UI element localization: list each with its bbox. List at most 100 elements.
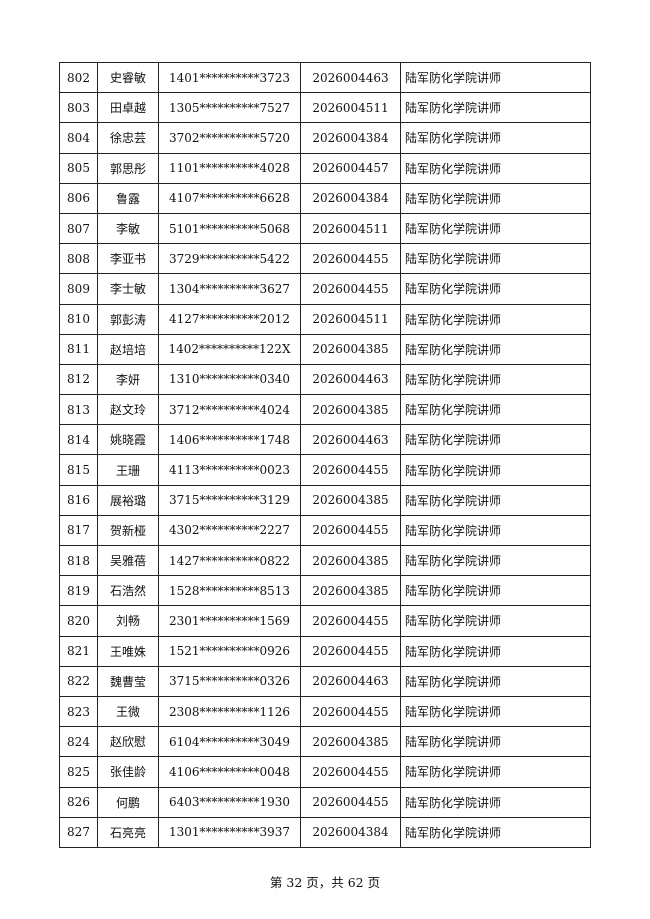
exam-number-cell: 2026004457 [300, 152, 401, 184]
id-number-cell: 4127**********2012 [158, 303, 301, 335]
name-cell: 赵培培 [97, 333, 159, 365]
name-cell: 李士敏 [97, 273, 159, 305]
id-number-cell: 1305**********7527 [158, 92, 301, 124]
id-number-cell: 6403**********1930 [158, 786, 301, 818]
name-cell: 郭思彤 [97, 152, 159, 184]
position-cell: 陆军防化学院讲师 [400, 575, 591, 607]
row-number-cell: 811 [59, 333, 98, 365]
position-cell: 陆军防化学院讲师 [400, 665, 591, 697]
position-cell: 陆军防化学院讲师 [400, 726, 591, 758]
id-number-cell: 4107**********6628 [158, 182, 301, 214]
name-cell: 石亮亮 [97, 816, 159, 848]
row-number-cell: 803 [59, 92, 98, 124]
position-cell: 陆军防化学院讲师 [400, 152, 591, 184]
exam-number-cell: 2026004511 [300, 92, 401, 124]
position-cell: 陆军防化学院讲师 [400, 635, 591, 667]
name-cell: 何鹏 [97, 786, 159, 818]
position-cell: 陆军防化学院讲师 [400, 394, 591, 426]
row-number-cell: 823 [59, 695, 98, 728]
exam-number-cell: 2026004385 [300, 394, 401, 426]
table-row: 827 石亮亮 1301**********3937 2026004384 陆军防化学院… [59, 816, 591, 848]
name-cell: 王唯姝 [97, 635, 159, 667]
page-footer: 第 32 页，共 62 页 [269, 875, 381, 890]
position-cell: 陆军防化学院讲师 [400, 273, 591, 305]
position-cell: 陆军防化学院讲师 [400, 756, 591, 788]
table-row: 820 刘畅 2301**********1569 2026004455 陆军防化学院讲… [59, 605, 591, 637]
position-cell: 陆军防化学院讲师 [400, 454, 591, 486]
exam-number-cell: 2026004455 [300, 243, 401, 275]
row-number-cell: 804 [59, 122, 98, 154]
row-number-cell: 806 [59, 182, 98, 214]
exam-number-cell: 2026004463 [300, 424, 401, 456]
position-cell: 陆军防化学院讲师 [400, 243, 591, 275]
id-number-cell: 5101**********5068 [158, 212, 301, 245]
row-number-cell: 812 [59, 363, 98, 396]
id-number-cell: 1310**********0340 [158, 363, 301, 396]
position-cell: 陆军防化学院讲师 [400, 363, 591, 396]
id-number-cell: 6104**********3049 [158, 726, 301, 758]
exam-number-cell: 2026004455 [300, 273, 401, 305]
name-cell: 鲁露 [97, 182, 159, 214]
exam-number-cell: 2026004385 [300, 575, 401, 607]
row-number-cell: 810 [59, 303, 98, 335]
row-number-cell: 807 [59, 212, 98, 245]
row-number-cell: 813 [59, 394, 98, 426]
exam-number-cell: 2026004384 [300, 182, 401, 214]
name-cell: 姚晓霞 [97, 424, 159, 456]
position-cell: 陆军防化学院讲师 [400, 212, 591, 245]
row-number-cell: 814 [59, 424, 98, 456]
table-row: 809 李士敏 1304**********3627 2026004455 陆军防化学院… [59, 273, 591, 305]
row-number-cell: 817 [59, 514, 98, 547]
name-cell: 刘畅 [97, 605, 159, 637]
table-row: 822 魏曹莹 3715**********0326 2026004463 陆军防化学院… [59, 665, 591, 697]
row-number-cell: 808 [59, 243, 98, 275]
id-number-cell: 1301**********3937 [158, 816, 301, 848]
id-number-cell: 3715**********0326 [158, 665, 301, 697]
exam-number-cell: 2026004463 [300, 363, 401, 396]
name-cell: 徐忠芸 [97, 122, 159, 154]
table-row: 813 赵文玲 3712**********4024 2026004385 陆军防化学院… [59, 394, 591, 426]
exam-number-cell: 2026004463 [300, 665, 401, 697]
name-cell: 田卓越 [97, 92, 159, 124]
exam-number-cell: 2026004511 [300, 303, 401, 335]
name-cell: 石浩然 [97, 575, 159, 607]
position-cell: 陆军防化学院讲师 [400, 695, 591, 728]
id-number-cell: 4113**********0023 [158, 454, 301, 486]
table-row: 816 展裕璐 3715**********3129 2026004385 陆军防化学院… [59, 484, 591, 516]
table-row: 805 郭思彤 1101**********4028 2026004457 陆军防化学院… [59, 152, 591, 184]
id-number-cell: 3702**********5720 [158, 122, 301, 154]
position-cell: 陆军防化学院讲师 [400, 182, 591, 214]
table-row: 803 田卓越 1305**********7527 2026004511 陆军防化学院… [59, 92, 591, 124]
table-row: 806 鲁露 4107**********6628 2026004384 陆军防化学院讲… [59, 182, 591, 214]
row-number-cell: 805 [59, 152, 98, 184]
table-row: 814 姚晓霞 1406**********1748 2026004463 陆军防化学院… [59, 424, 591, 456]
table-row: 821 王唯姝 1521**********0926 2026004455 陆军防化学院… [59, 635, 591, 667]
row-number-cell: 816 [59, 484, 98, 516]
position-cell: 陆军防化学院讲师 [400, 303, 591, 335]
name-cell: 郭彭涛 [97, 303, 159, 335]
position-cell: 陆军防化学院讲师 [400, 786, 591, 818]
id-number-cell: 4302**********2227 [158, 514, 301, 547]
exam-number-cell: 2026004511 [300, 212, 401, 245]
name-cell: 王珊 [97, 454, 159, 486]
name-cell: 张佳龄 [97, 756, 159, 788]
table-row: 818 吴雅蓓 1427**********0822 2026004385 陆军防化学院… [59, 544, 591, 577]
table-row: 810 郭彭涛 4127**********2012 2026004511 陆军防化学院… [59, 303, 591, 335]
id-number-cell: 2301**********1569 [158, 605, 301, 637]
exam-number-cell: 2026004455 [300, 756, 401, 788]
exam-number-cell: 2026004463 [300, 61, 401, 94]
position-cell: 陆军防化学院讲师 [400, 816, 591, 848]
exam-number-cell: 2026004385 [300, 544, 401, 577]
id-number-cell: 1401**********3723 [158, 61, 301, 94]
position-cell: 陆军防化学院讲师 [400, 484, 591, 516]
name-cell: 王微 [97, 695, 159, 728]
row-number-cell: 825 [59, 756, 98, 788]
row-number-cell: 818 [59, 544, 98, 577]
table-row: 819 石浩然 1528**********8513 2026004385 陆军防化学院… [59, 575, 591, 607]
row-number-cell: 822 [59, 665, 98, 697]
name-cell: 李敏 [97, 212, 159, 245]
name-cell: 赵欣慰 [97, 726, 159, 758]
exam-number-cell: 2026004455 [300, 605, 401, 637]
exam-number-cell: 2026004455 [300, 786, 401, 818]
id-number-cell: 3729**********5422 [158, 243, 301, 275]
